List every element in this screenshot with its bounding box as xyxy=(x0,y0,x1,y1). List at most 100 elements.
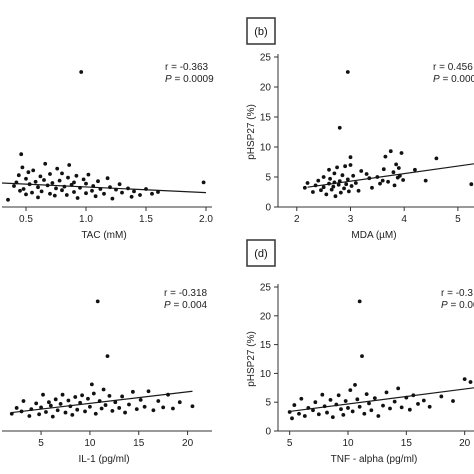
data-point-c xyxy=(58,402,63,406)
data-point-d xyxy=(427,404,432,409)
data-point-b xyxy=(327,167,331,172)
data-point-a xyxy=(43,161,48,166)
data-point-d xyxy=(334,402,339,407)
x-tick-label-b: 3 xyxy=(348,214,354,225)
data-point-c xyxy=(63,410,68,415)
data-point-b xyxy=(313,183,318,188)
data-point-d xyxy=(297,411,301,416)
data-point-b xyxy=(324,192,329,197)
data-point-c xyxy=(103,403,108,407)
data-point-a xyxy=(98,187,103,191)
data-point-c xyxy=(68,404,73,409)
y-tick-label-d: 5 xyxy=(265,398,271,409)
data-point-a xyxy=(91,184,96,188)
x-tick-label-b: 5 xyxy=(455,214,461,225)
data-point-b xyxy=(381,167,386,172)
panel-label-b: (b) xyxy=(254,26,267,38)
data-point-d xyxy=(336,393,341,398)
panel-label-box-b xyxy=(246,17,276,45)
data-point-d xyxy=(341,412,346,417)
data-point-d xyxy=(325,410,329,415)
x-tick-label-c: 5 xyxy=(38,438,44,449)
data-point-c xyxy=(99,406,104,411)
data-point-a xyxy=(57,178,62,183)
data-point-b xyxy=(311,190,315,194)
data-point-c xyxy=(9,411,14,416)
data-point-a xyxy=(33,179,38,184)
data-point-b xyxy=(333,194,338,199)
data-point-a xyxy=(144,187,148,191)
data-point-d xyxy=(399,405,404,410)
data-point-c xyxy=(113,400,118,405)
data-point-c xyxy=(48,403,53,408)
data-point-c xyxy=(88,404,92,409)
data-point-c xyxy=(117,406,122,410)
data-point-c xyxy=(46,400,51,405)
data-point-d xyxy=(392,399,397,404)
p-value-d: P = 0.00 xyxy=(441,300,474,311)
data-point-b xyxy=(343,164,348,169)
data-point-a xyxy=(126,186,130,191)
data-point-a xyxy=(12,184,16,188)
data-point-c xyxy=(19,409,24,414)
x-tick-label-a: 2.0 xyxy=(199,214,213,225)
data-point-a xyxy=(14,180,19,185)
data-point-b xyxy=(413,167,417,172)
data-point-a xyxy=(66,175,70,180)
data-point-b xyxy=(348,155,353,160)
data-point-c xyxy=(93,411,98,416)
data-point-d xyxy=(299,396,304,401)
data-point-b xyxy=(378,181,382,186)
data-point-b xyxy=(328,176,332,181)
data-point-c xyxy=(156,399,161,403)
data-point-d xyxy=(381,403,385,408)
data-point-a xyxy=(60,171,64,176)
data-point-d xyxy=(357,299,362,304)
y-tick-label-b: 5 xyxy=(265,173,271,184)
data-point-a xyxy=(75,196,80,200)
data-point-a xyxy=(81,177,86,182)
data-point-d xyxy=(320,392,325,397)
data-point-a xyxy=(30,190,34,195)
data-point-b xyxy=(469,182,474,187)
data-point-c xyxy=(134,407,139,412)
data-point-a xyxy=(105,176,110,181)
data-point-c xyxy=(78,400,83,405)
p-value-b: P = 0.000 xyxy=(433,74,474,85)
data-point-b xyxy=(367,176,372,181)
data-point-d xyxy=(357,404,362,409)
data-point-a xyxy=(45,183,50,188)
x-tick-label-d: 5 xyxy=(287,438,293,449)
x-tick-label-d: 15 xyxy=(401,438,413,449)
data-point-b xyxy=(321,185,326,190)
data-point-c xyxy=(107,393,112,398)
data-point-b xyxy=(351,173,356,178)
data-point-c xyxy=(44,410,48,414)
data-point-b xyxy=(337,125,342,130)
data-point-a xyxy=(60,188,64,193)
data-point-c xyxy=(127,402,131,407)
p-number-b: = 0.000 xyxy=(440,74,474,85)
data-point-a xyxy=(201,180,206,185)
data-point-c xyxy=(130,389,135,394)
data-point-b xyxy=(338,190,343,195)
data-point-d xyxy=(350,409,355,414)
data-point-a xyxy=(84,191,88,196)
data-point-a xyxy=(114,187,118,192)
data-point-c xyxy=(83,409,87,414)
data-point-d xyxy=(421,398,426,403)
data-point-a xyxy=(21,187,26,191)
data-point-d xyxy=(407,407,412,412)
data-point-a xyxy=(138,193,142,197)
y-tick-label-b: 10 xyxy=(260,143,272,154)
data-point-b xyxy=(345,70,350,74)
data-point-b xyxy=(337,179,342,184)
data-point-c xyxy=(14,406,19,410)
y-tick-label-b: 20 xyxy=(260,83,272,94)
data-point-a xyxy=(24,176,28,181)
data-point-a xyxy=(24,192,28,197)
data-point-a xyxy=(110,196,115,201)
data-point-d xyxy=(346,406,350,410)
data-point-c xyxy=(146,389,151,394)
